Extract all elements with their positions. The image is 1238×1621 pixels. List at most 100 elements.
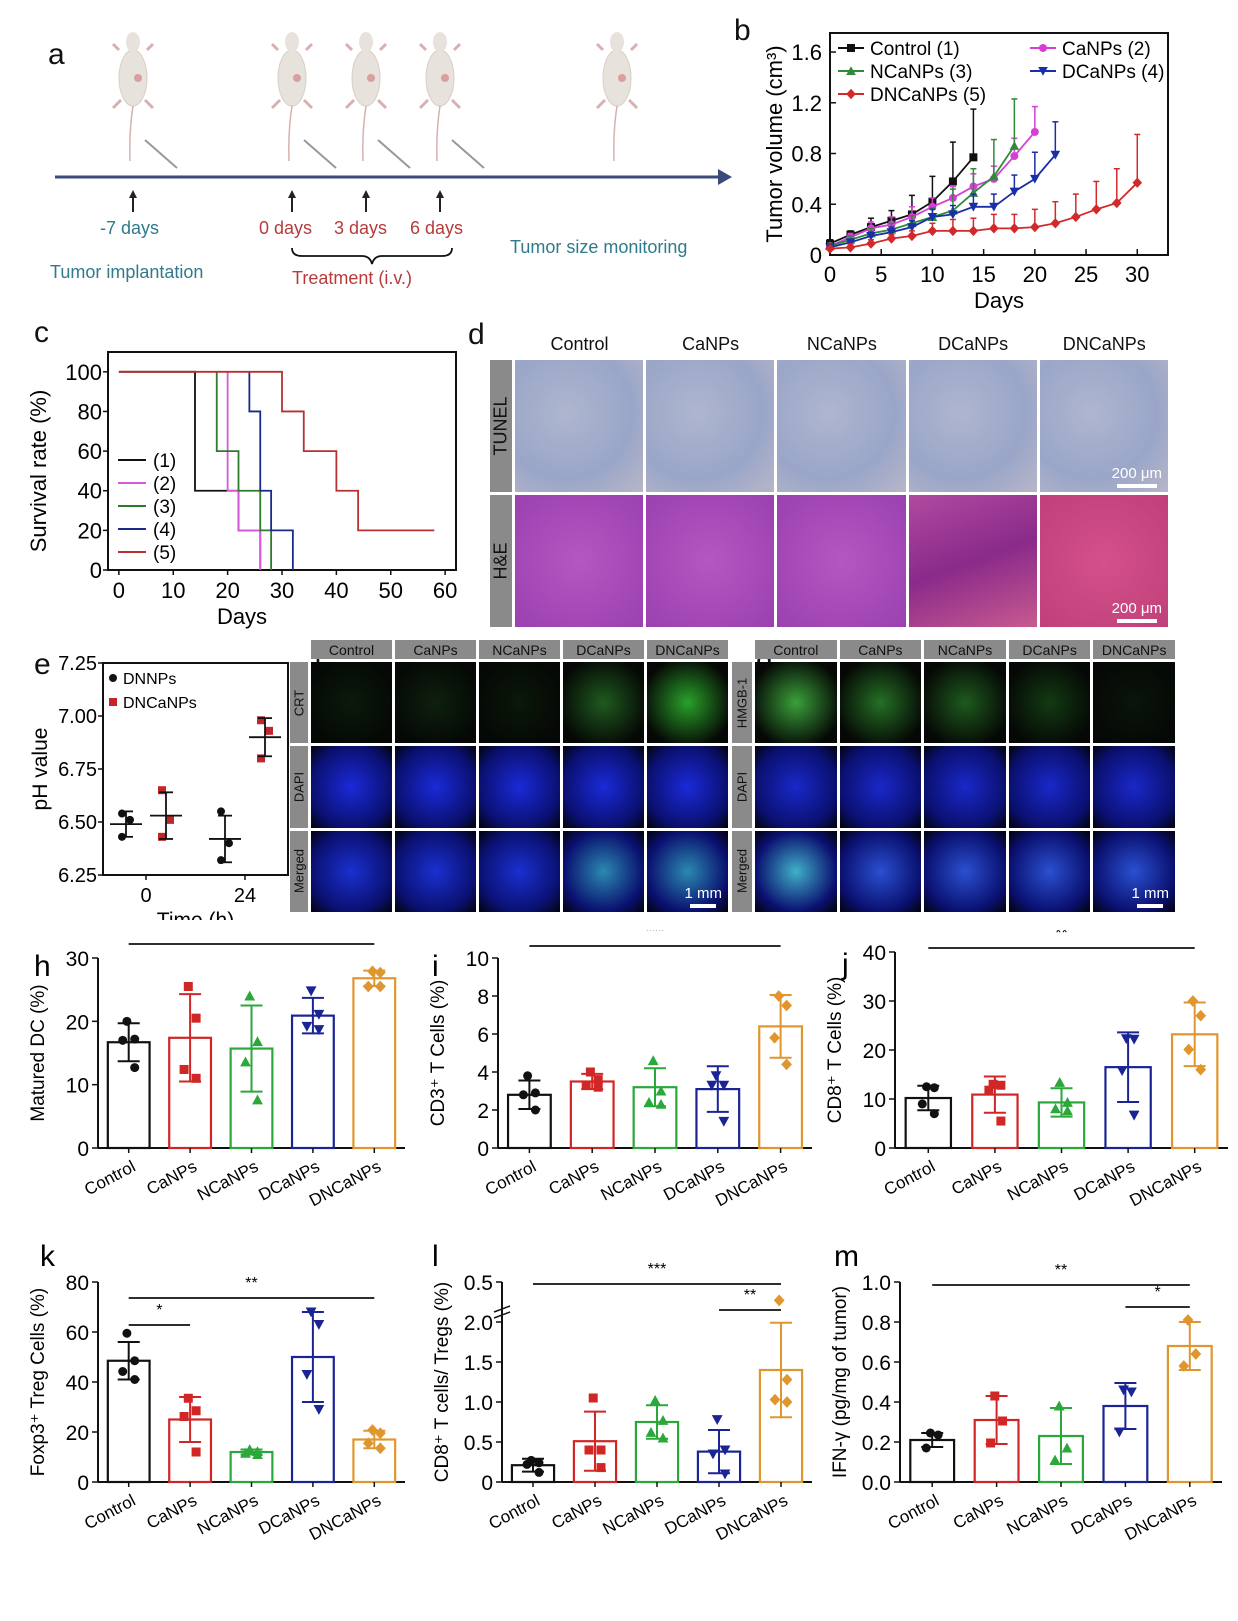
data-point xyxy=(588,1393,598,1403)
legend-label: DCaNPs (4) xyxy=(1062,62,1164,83)
x-tick-label: CaNPs xyxy=(144,1491,200,1533)
data-point xyxy=(657,1432,669,1443)
y-tick-label: 1.0 xyxy=(862,1272,891,1295)
data-point xyxy=(367,965,378,978)
legend-marker xyxy=(846,88,856,100)
x-tick-label: 25 xyxy=(1074,262,1098,287)
bar xyxy=(290,1014,335,1150)
data-point xyxy=(191,1013,201,1023)
data-point xyxy=(990,1391,1000,1401)
x-tick-label: CaNPs xyxy=(950,1491,1006,1533)
series-line xyxy=(829,182,1138,250)
data-point xyxy=(927,212,938,222)
up-arrowhead xyxy=(288,190,296,198)
mouse-paw xyxy=(270,42,280,52)
row-label-text: H&E xyxy=(490,542,511,580)
row-label-text: CRT xyxy=(291,689,307,716)
data-point xyxy=(886,228,897,237)
data-point xyxy=(244,990,256,1001)
timepoint-label-3: 3 days xyxy=(334,218,388,238)
bar-group-Control xyxy=(106,1328,151,1484)
panel-letter-a: a xyxy=(48,38,65,71)
micrograph-merged-ncanps xyxy=(924,830,1006,912)
row-label-text: DAPI xyxy=(291,771,307,803)
panel-letter-m: m xyxy=(834,1240,859,1273)
scale-bar: 200 μm xyxy=(1112,465,1162,488)
data-point xyxy=(179,1064,189,1074)
data-point xyxy=(718,1116,730,1127)
significance-label: *** xyxy=(646,930,665,940)
data-point xyxy=(191,1406,201,1416)
bar-group-DCaNPs xyxy=(1102,1382,1149,1484)
bar-group-NCaNPs xyxy=(1038,1400,1084,1484)
data-point xyxy=(534,1467,544,1477)
chart-l-ratio: l 0 0.5 1.0 1.5 2.0 0.5 CD8⁺ T cells/ Tregs (%)… xyxy=(432,1240,812,1545)
legend-marker xyxy=(846,66,856,75)
row-label-text: DAPI xyxy=(734,771,750,803)
x-tick-label: Control xyxy=(81,1491,138,1534)
x-tick-label: 60 xyxy=(433,578,457,603)
data-point xyxy=(596,1445,606,1455)
data-point xyxy=(252,1449,263,1459)
data-point xyxy=(998,1416,1008,1426)
tumor-spot xyxy=(293,74,301,82)
column-header-control: Control xyxy=(755,640,837,659)
chart-i-cd3: i 0 2 4 6 8 10 CD3⁺ T Cells (%) Control CaNPsNCaN… xyxy=(428,930,812,1211)
micrograph-tunel-dncanps: 200 μm xyxy=(1039,360,1168,492)
x-tick-label: 50 xyxy=(379,578,403,603)
x-tick-label: DNCaNPs xyxy=(713,1491,791,1545)
x-tick-label: 0 xyxy=(824,262,836,287)
mouse-paw xyxy=(270,98,282,110)
mouse-paw xyxy=(418,98,430,110)
data-point xyxy=(1009,187,1020,197)
bar-group-NCaNPs xyxy=(632,1055,678,1150)
x-tick-label: DNCaNPs xyxy=(712,1157,790,1211)
up-arrowhead xyxy=(436,190,444,198)
data-point xyxy=(988,1079,998,1089)
bar xyxy=(229,1450,274,1484)
y-tick-label: 0 xyxy=(874,1138,886,1161)
y-tick-label: 0.8 xyxy=(791,142,822,167)
y-tick-label: 0 xyxy=(77,1138,89,1161)
data-point xyxy=(968,202,979,212)
data-point xyxy=(581,1080,591,1090)
data-point xyxy=(374,966,386,979)
data-point xyxy=(643,1097,655,1107)
column-header-ncanps: NCaNPs xyxy=(924,640,1006,659)
bar xyxy=(569,1080,615,1150)
legend-label: CaNPs (2) xyxy=(1062,39,1151,60)
chart-h-matured-dc: h 0 10 20 30 Matured DC (%) Control CaNPsNCaNPs… xyxy=(28,930,405,1210)
micrograph-crt-canps xyxy=(395,662,476,744)
data-point xyxy=(183,982,193,991)
data-point xyxy=(1187,995,1199,1007)
y-tick-label: 0 xyxy=(90,558,102,583)
x-axis-label: Days xyxy=(974,288,1024,313)
data-point xyxy=(1120,1034,1132,1045)
data-point xyxy=(593,1075,603,1085)
series-DNCaNPs (5) xyxy=(825,133,1143,254)
data-point xyxy=(1030,221,1040,233)
legend-label: (2) xyxy=(153,474,176,495)
data-point xyxy=(313,1009,325,1020)
mouse-paw xyxy=(629,42,639,52)
scale-bar-label: 200 μm xyxy=(1111,465,1162,482)
group-DNCaNPs xyxy=(249,716,281,763)
bar-group-CaNPs xyxy=(168,1393,213,1484)
mouse-icon xyxy=(595,32,639,162)
legend-label: DNCaNPs (5) xyxy=(870,85,986,106)
x-tick-label: NCaNPs xyxy=(598,1157,665,1205)
significance-label: ** xyxy=(744,1287,756,1304)
bar-group-DCaNPs xyxy=(695,1065,741,1150)
data-point xyxy=(1009,223,1020,234)
y-tick-label: 0 xyxy=(77,1472,89,1495)
y-tick-label: 1.2 xyxy=(791,91,822,116)
y-tick-label: 4 xyxy=(477,1062,489,1085)
bar-group-DNCaNPs xyxy=(352,1424,397,1484)
y-axis-label: Tumor volume (cm³) xyxy=(762,45,787,242)
data-point xyxy=(225,839,233,848)
bar-group-CaNPs xyxy=(572,1393,618,1484)
panel-letter-i: i xyxy=(432,950,439,983)
micrograph-hmgb1-dcanps xyxy=(1008,662,1091,744)
mouse-paw xyxy=(452,42,462,52)
data-point xyxy=(989,171,999,181)
